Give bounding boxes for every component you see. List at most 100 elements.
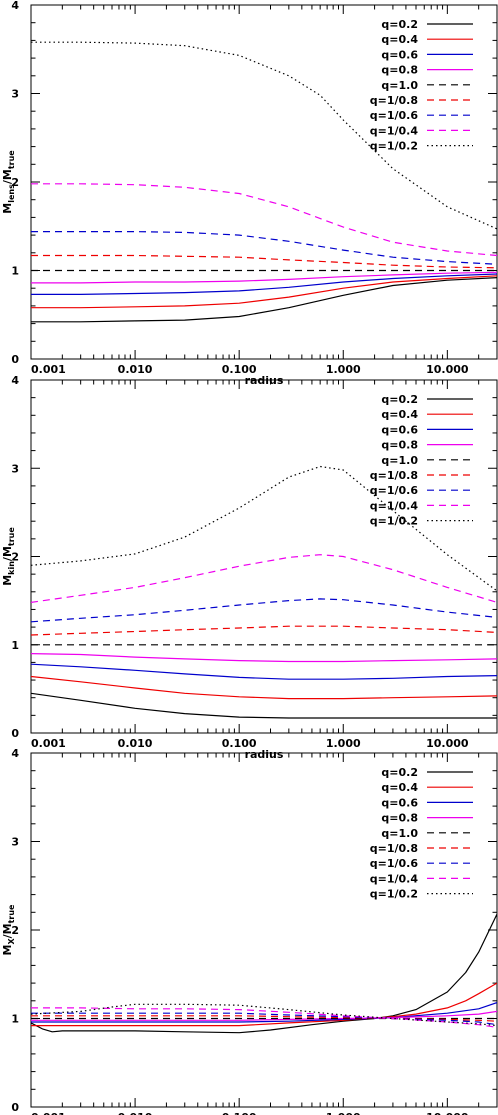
legend-label: q=0.4: [381, 781, 418, 794]
y-tick-label: 2: [11, 551, 19, 564]
y-tick-label: 2: [11, 924, 19, 937]
legend-label: q=1.0: [381, 827, 418, 840]
x-tick-label: 0.001: [31, 363, 66, 376]
legend-label: q=1/0.8: [370, 94, 418, 107]
series-line-1: [31, 277, 497, 323]
y-axis-title: Mkin/Mtrue: [1, 527, 16, 586]
x-axis: 0.001 0.010 0.100 1.000 10.000: [30, 753, 498, 1115]
x-tick-label: 1.000: [326, 737, 361, 750]
legend-label: q=0.2: [381, 766, 418, 779]
legend-label: q=0.8: [381, 64, 418, 77]
legend-label: q=1/0.6: [370, 109, 419, 122]
series-line-2: [31, 675, 497, 700]
y-tick-label: 0: [11, 727, 19, 740]
legend-label: q=1/0.2: [370, 888, 418, 901]
x-axis: 0.001 0.010 0.100 1.000 10.000: [30, 380, 498, 750]
plot-frame: [30, 4, 498, 360]
legend-label: q=0.4: [381, 33, 418, 46]
legend-label: q=1/0.4: [370, 872, 419, 885]
legend-label: q=1.0: [381, 79, 418, 92]
x-tick-label: 10.000: [426, 737, 469, 750]
series-line-4: [31, 653, 497, 663]
legend: q=0.2 q=0.4 q=0.6 q=0.8 q=1.0 q=1/0.8 q=1/0.6 q…: [370, 18, 473, 153]
legend-label: q=1/0.4: [370, 499, 419, 512]
x-tick-label: 0.010: [118, 737, 153, 750]
legend-label: q=0.6: [381, 796, 418, 809]
series-line-4: [31, 271, 497, 284]
legend-label: q=1/0.6: [370, 857, 419, 870]
series-line-1: [31, 692, 497, 719]
series-line-8: [31, 1007, 497, 1028]
series-line-9: [31, 41, 497, 230]
x-tick-label: 0.100: [222, 363, 257, 376]
series-line-7: [31, 231, 497, 265]
series-line-2: [31, 275, 497, 309]
y-axis: 0 1 2 3 4: [11, 374, 497, 740]
series-line-6: [31, 625, 497, 636]
x-tick-label: 0.010: [118, 1111, 153, 1115]
legend-label: q=1.0: [381, 454, 418, 467]
y-axis: 0 1 2 3 4: [11, 747, 497, 1114]
x-tick-label: 0.100: [222, 737, 257, 750]
series-lines: [31, 465, 497, 719]
y-tick-label: 0: [11, 1101, 19, 1114]
chart-panel-3: 0.001 0.010 0.100 1.000 10.000 radius 0 1 2 3 4 MX/…: [1, 747, 498, 1115]
x-tick-label: 10.000: [426, 363, 469, 376]
series-line-6: [31, 254, 497, 269]
legend-label: q=0.6: [381, 423, 418, 436]
y-tick-label: 3: [11, 836, 19, 849]
legend-label: q=0.8: [381, 439, 418, 452]
y-tick-label: 1: [11, 639, 19, 652]
y-tick-label: 3: [11, 88, 19, 101]
legend-label: q=1/0.8: [370, 469, 418, 482]
series-line-1: [31, 913, 497, 1034]
y-tick-label: 1: [11, 265, 19, 278]
series-line-3: [31, 1002, 497, 1023]
series-line-6: [31, 1015, 497, 1022]
x-tick-label: 1.000: [326, 363, 361, 376]
legend-label: q=1/0.4: [370, 124, 419, 137]
series-line-9: [31, 465, 497, 592]
chart-panel-1: 0.001 0.010 0.100 1.000 10.000radius01234Mle…: [1, 0, 498, 387]
series-lines: [31, 41, 497, 323]
series-line-4: [31, 1010, 497, 1021]
series-line-7: [31, 598, 497, 623]
y-tick-label: 1: [11, 1013, 19, 1026]
series-line-3: [31, 273, 497, 295]
series-line-3: [31, 663, 497, 680]
legend-label: q=1/0.2: [370, 140, 418, 153]
legend-label: q=0.6: [381, 48, 418, 61]
y-tick-label: 2: [11, 176, 19, 189]
series-line-7: [31, 1012, 497, 1026]
series-lines: [31, 913, 497, 1034]
x-tick-label: 10.000: [426, 1111, 469, 1115]
x-tick-label: 0.001: [31, 737, 66, 750]
series-line-8: [31, 183, 497, 257]
legend-label: q=1/0.8: [370, 842, 418, 855]
legend-label: q=0.2: [381, 393, 418, 406]
y-tick-label: 0: [11, 353, 19, 366]
y-axis: 0 1 2 3 4: [11, 0, 497, 366]
y-axis-title: MX/Mtrue: [1, 904, 16, 956]
x-tick-label: 0.010: [118, 363, 153, 376]
y-tick-label: 4: [11, 0, 19, 12]
chart-panel-2: 0.001 0.010 0.100 1.000 10.000 radius 0 1 2 3 4 Mki…: [1, 374, 498, 761]
series-line-8: [31, 554, 497, 603]
plot-frame: [30, 379, 498, 734]
legend-label: q=0.2: [381, 18, 418, 31]
x-tick-label: 0.100: [222, 1111, 257, 1115]
y-axis-title: Mlens/Mtrue: [1, 150, 16, 214]
series-line-2: [31, 982, 497, 1027]
legend-label: q=1/0.2: [370, 515, 418, 528]
y-tick-label: 4: [11, 747, 19, 760]
x-axis: 0.001 0.010 0.100 1.000 10.000: [30, 5, 498, 376]
legend-label: q=1/0.6: [370, 484, 419, 497]
x-axis-title: radius: [245, 748, 284, 761]
legend-label: q=0.4: [381, 408, 418, 421]
plot-frame: [30, 752, 498, 1108]
legend: q=0.2 q=0.4 q=0.6 q=0.8 q=1.0 q=1/0.8 q=1/0.6 q…: [370, 393, 473, 528]
legend-label: q=0.8: [381, 812, 418, 825]
y-tick-label: 4: [11, 374, 19, 387]
x-tick-label: 1.000: [326, 1111, 361, 1115]
